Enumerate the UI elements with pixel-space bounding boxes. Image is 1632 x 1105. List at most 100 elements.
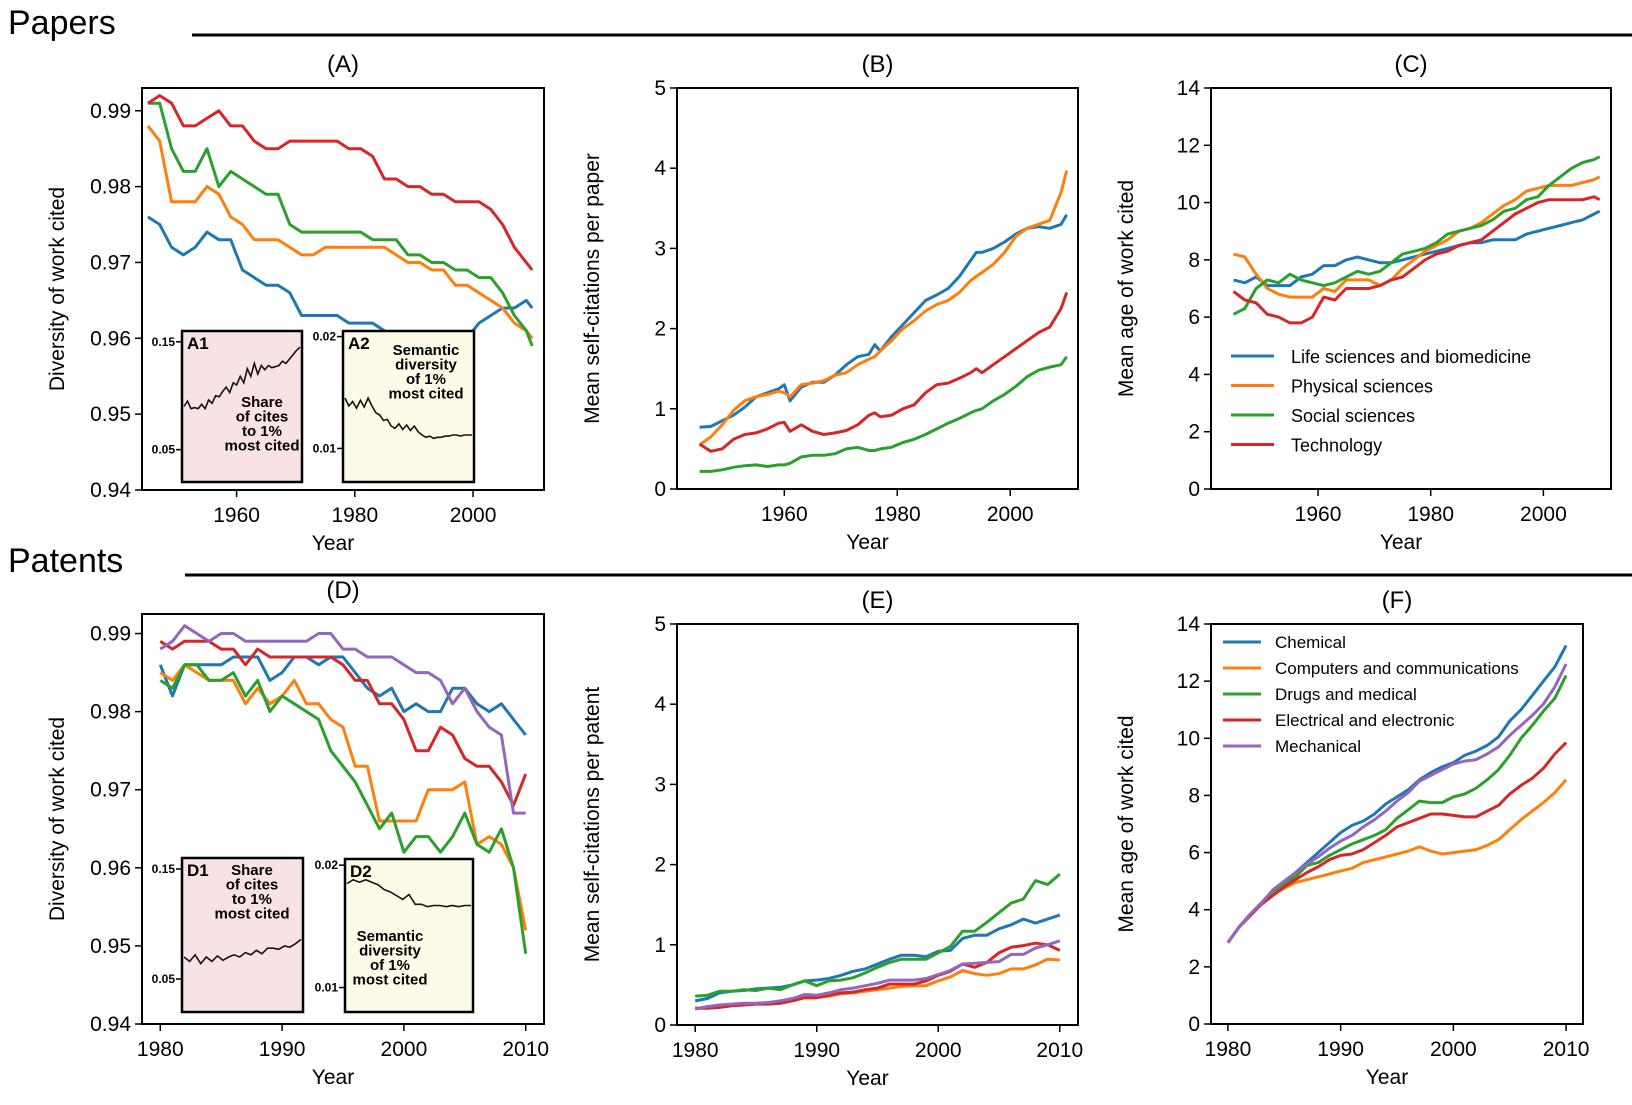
panel-title: (C)	[1394, 51, 1427, 78]
section-title-papers: Papers	[8, 4, 116, 42]
y-tick-label: 0.98	[90, 701, 131, 724]
legend-label: Computers and communications	[1275, 659, 1519, 678]
x-tick-label: 2000	[987, 503, 1034, 526]
inset-caption-line: most cited	[388, 386, 463, 403]
legend-label: Social sciences	[1291, 406, 1415, 426]
x-tick-label: 2010	[1543, 1038, 1590, 1061]
legend-label: Mechanical	[1275, 737, 1361, 756]
x-tick-label: 2000	[1520, 503, 1567, 526]
y-tick-label: 0.98	[90, 176, 131, 199]
y-tick-label: 0.97	[90, 779, 131, 802]
x-tick-label: 1980	[331, 504, 378, 527]
x-axis-label: Year	[846, 1067, 888, 1090]
x-tick-label: 1980	[672, 1039, 719, 1062]
panel-f: (F) 0 2 4 6 8 10 12 14 1980 1990 2000 2010 Year Mean a…	[1115, 587, 1589, 1089]
inset-caption-line: Semantic	[393, 342, 460, 359]
y-tick-label: 0.95	[90, 403, 131, 426]
series-line-physical-sciences	[698, 170, 1069, 447]
x-tick-label: 2000	[915, 1039, 962, 1062]
panel-title: (E)	[862, 587, 894, 614]
inset-id-label: D2	[350, 862, 372, 881]
series-line-drugs-and-medical	[159, 663, 528, 954]
plot-frame	[141, 87, 545, 491]
y-tick-label: 4	[1188, 363, 1200, 386]
inset-caption-line: to 1%	[232, 891, 272, 908]
inset-series-line	[183, 346, 301, 411]
x-axis-label: Year	[312, 532, 354, 555]
x-tick-label: 2000	[450, 504, 497, 527]
series-line-drugs-and-medical	[695, 873, 1061, 998]
inset-y-tick-label: 0.15	[152, 862, 176, 876]
y-tick-label: 0	[654, 478, 666, 501]
y-tick-label: 5	[654, 613, 666, 636]
inset-frame	[180, 856, 305, 1014]
inset-frame	[180, 329, 304, 484]
y-tick-label: 6	[1188, 306, 1200, 329]
y-tick-label: 0.94	[90, 1013, 131, 1036]
series-line-technology	[147, 94, 534, 271]
y-tick-label: 0.97	[90, 251, 131, 274]
legend-label: Drugs and medical	[1275, 685, 1417, 704]
series-line-electrical-and-electronic	[1226, 741, 1568, 944]
series-line-physical-sciences	[1233, 175, 1601, 299]
y-tick-label: 2	[654, 854, 666, 877]
legend-item: Computers and communications	[1223, 659, 1519, 678]
panel-title: (A)	[327, 51, 359, 78]
inset-caption-line: most cited	[352, 972, 427, 989]
legend-label: Chemical	[1275, 633, 1346, 652]
legend-item: Social sciences	[1231, 406, 1415, 426]
inset-caption-line: Semantic	[357, 928, 424, 945]
series-line-technology	[698, 292, 1069, 453]
inset-id-label: A2	[348, 334, 370, 353]
section-title-patents: Patents	[8, 542, 123, 580]
inset-caption-line: Share	[231, 862, 273, 879]
inset-caption-line: to 1%	[242, 423, 282, 440]
x-tick-label: 1980	[137, 1038, 184, 1061]
x-tick-label: 1990	[259, 1038, 306, 1061]
y-tick-label: 8	[1188, 784, 1200, 807]
x-tick-label: 1990	[1317, 1038, 1364, 1061]
legend-label: Life sciences and biomedicine	[1291, 347, 1531, 367]
y-axis-label: Mean age of work cited	[1115, 715, 1138, 932]
y-tick-label: 2	[654, 318, 666, 341]
plot-frame	[676, 87, 1079, 490]
legend-item: Drugs and medical	[1223, 685, 1417, 704]
y-tick-label: 12	[1177, 670, 1200, 693]
y-tick-label: 5	[654, 77, 666, 100]
inset-y-tick-label: 0.15	[152, 335, 176, 349]
legend-label: Electrical and electronic	[1275, 711, 1455, 730]
y-axis-label: Mean self-citations per patent	[581, 687, 604, 963]
y-tick-label: 0.95	[90, 935, 131, 958]
x-axis-label: Year	[1380, 531, 1422, 554]
inset-y-tick-label: 0.02	[313, 330, 337, 344]
y-tick-label: 2	[1188, 421, 1200, 444]
inset-series-line	[346, 878, 471, 908]
inset-caption-line: of 1%	[406, 371, 446, 388]
inset-y-tick-label: 0.02	[315, 858, 339, 872]
x-axis-label: Year	[846, 531, 888, 554]
legend-item: Life sciences and biomedicine	[1231, 347, 1531, 367]
y-axis-label: Mean age of work cited	[1115, 180, 1138, 397]
y-axis-label: Diversity of work cited	[46, 717, 69, 921]
y-tick-label: 1	[654, 934, 666, 957]
y-tick-label: 0	[654, 1014, 666, 1037]
inset-caption-line: of cites	[236, 409, 289, 426]
y-tick-label: 3	[654, 237, 666, 260]
x-tick-label: 1960	[1295, 503, 1342, 526]
plot-frame	[141, 613, 545, 1025]
x-tick-label: 2000	[381, 1038, 428, 1061]
x-tick-label: 1990	[793, 1039, 840, 1062]
x-tick-label: 1960	[213, 504, 260, 527]
panel-title: (F)	[1382, 587, 1413, 614]
series-line-social-sciences	[699, 355, 1068, 473]
y-tick-label: 2	[1188, 956, 1200, 979]
panel-title: (D)	[326, 577, 359, 604]
x-tick-label: 2010	[502, 1038, 549, 1061]
inset-id-label: A1	[187, 334, 209, 353]
inset-caption-line: of 1%	[370, 957, 410, 974]
inset-y-tick-label: 0.01	[313, 441, 337, 455]
